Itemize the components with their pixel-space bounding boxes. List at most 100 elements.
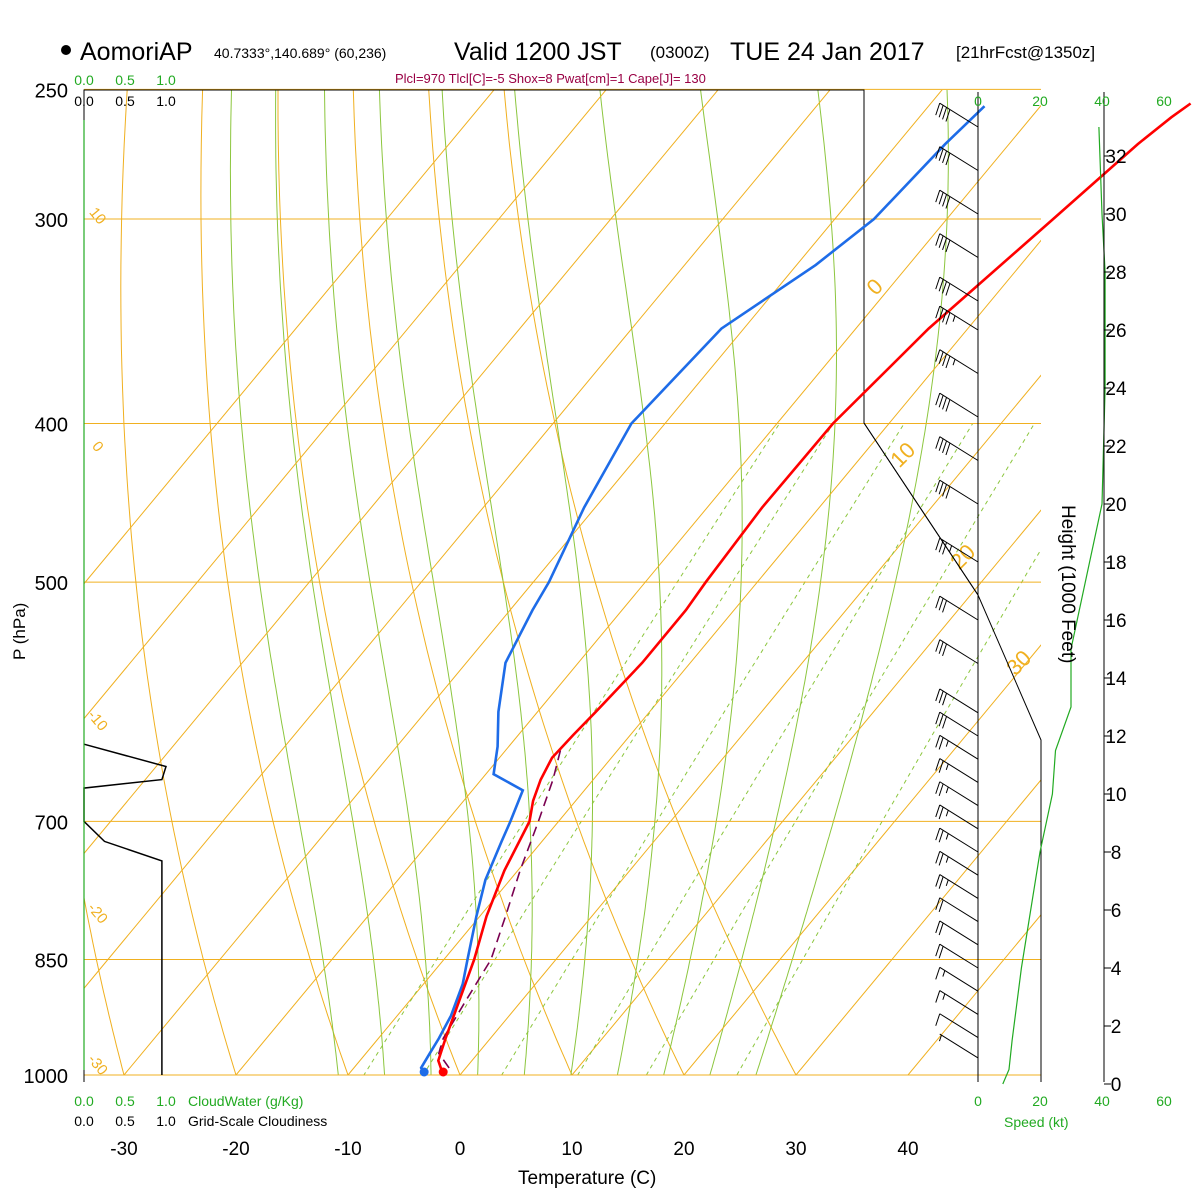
moist-adiabat-line	[441, 90, 533, 1075]
cloudwater-tick-label: 0.0	[74, 72, 94, 88]
barb-flag	[935, 305, 941, 319]
temperature-tick-label: -20	[222, 1139, 249, 1160]
barb-flag	[935, 349, 941, 362]
barb-flag	[938, 482, 944, 495]
isotherm-line	[795, 779, 1041, 1075]
barb-half-flag	[945, 763, 949, 771]
pressure-axis: 250 300 400 500 700 850 1000	[24, 80, 69, 1088]
wind-barb	[935, 781, 979, 807]
wind-barb	[935, 146, 979, 171]
moist-adiabat-line	[663, 90, 743, 1075]
barb-flag	[938, 876, 944, 889]
wind-barb	[935, 392, 979, 418]
utc-time: (0300Z)	[650, 43, 710, 62]
barb-flag	[935, 639, 941, 652]
moist-adiabat-line	[709, 90, 837, 1075]
barb-flag	[942, 440, 948, 454]
mixing-ratio-line	[422, 423, 834, 1075]
wind-barb	[935, 688, 979, 714]
barb-flag	[935, 392, 941, 406]
temperature-tick-label: 40	[897, 1139, 918, 1160]
barb-staff	[939, 758, 979, 783]
station-marker	[61, 45, 71, 55]
height-tick-label: 16	[1105, 611, 1126, 632]
wind-barb	[935, 758, 979, 783]
wind-barb	[935, 479, 979, 505]
barb-flag	[935, 479, 941, 493]
barb-flag	[938, 737, 944, 750]
isotherm-line	[683, 644, 1041, 1075]
mixing-ratio-label: 12	[623, 1082, 646, 1105]
barb-staff	[939, 479, 979, 505]
barb-flag	[935, 990, 941, 1003]
barb-flag	[938, 853, 944, 866]
speed-axis-top: 0 20 40 60	[974, 93, 1172, 109]
barb-half-flag	[945, 740, 949, 747]
barb-flag	[938, 148, 944, 161]
wind-speed-profile	[1002, 126, 1106, 1085]
surface-dewpoint-dot	[419, 1067, 429, 1077]
barb-flag	[945, 442, 951, 456]
wind-barb	[935, 595, 979, 621]
barb-flag	[935, 233, 941, 246]
temperature-tick-label: 30	[785, 1139, 806, 1160]
barb-flag	[935, 874, 941, 887]
speed-axis-label: Speed (kt)	[1004, 1114, 1069, 1130]
mixing-ratio-lines: 2 3 5 8 12 20	[363, 423, 1041, 1105]
barb-flag	[935, 146, 941, 159]
wind-barbs	[935, 102, 979, 1059]
barb-staff	[939, 711, 979, 737]
moist-adiabat-line	[324, 90, 432, 1075]
mixing-ratio-line	[363, 423, 780, 1075]
barb-staff	[939, 1033, 979, 1059]
mixing-ratio-label: 20	[713, 1082, 736, 1105]
moist-adiabat-line	[599, 90, 663, 1075]
barb-staff	[939, 189, 979, 215]
dry-adiabat-label: 10	[86, 204, 110, 228]
dry-adiabat-line	[277, 90, 461, 1075]
isobars	[84, 88, 1041, 1076]
barb-flag	[945, 283, 951, 296]
speed-tick-label: 40	[1094, 93, 1110, 109]
barb-flag	[938, 105, 944, 118]
barb-flag	[938, 540, 944, 553]
barb-flag	[935, 851, 941, 864]
barb-half-flag	[949, 545, 953, 552]
valid-date: TUE 24 Jan 2017	[730, 38, 925, 66]
barb-flag	[935, 804, 941, 818]
temperature-tick-label: 10	[561, 1139, 582, 1160]
barb-flag	[942, 693, 948, 706]
barb-flag	[938, 783, 944, 797]
mixing-ratio-label: 3	[401, 1086, 420, 1102]
moist-adiabat-line	[378, 90, 480, 1075]
temperature-tick-label: -30	[110, 1139, 137, 1160]
height-tick-label: 6	[1111, 901, 1122, 922]
speed-tick-label: 60	[1156, 93, 1172, 109]
barb-flag	[935, 1013, 941, 1026]
cloudwater-tick-label: 1.0	[156, 72, 176, 88]
dry-adiabat-line	[352, 90, 573, 1075]
moist-adiabats	[229, 90, 949, 1075]
height-tick-label: 8	[1111, 843, 1122, 864]
dry-adiabat-label: 30	[1001, 645, 1036, 680]
dry-adiabat-label: 10	[885, 437, 920, 472]
barb-staff	[939, 804, 979, 830]
moist-adiabat-line	[755, 90, 949, 1075]
barb-flag	[938, 279, 944, 292]
barb-flag	[935, 967, 941, 980]
barb-flag	[938, 192, 944, 205]
barb-flag	[938, 308, 944, 321]
barb-flag	[942, 716, 948, 729]
barb-staff	[939, 1013, 979, 1039]
forecast-info: [21hrFcst@1350z]	[956, 43, 1095, 62]
speed-tick-label: 0	[974, 93, 982, 109]
cloudiness-tick-label: 0.5	[115, 93, 135, 109]
barb-flag	[942, 194, 948, 207]
wind-barb	[938, 1033, 979, 1059]
height-axis-label: Height (1000 Feet)	[1057, 505, 1078, 663]
barb-staff	[939, 688, 979, 714]
pressure-tick-label: 850	[35, 950, 68, 972]
valid-time: Valid 1200 JST	[454, 38, 622, 66]
